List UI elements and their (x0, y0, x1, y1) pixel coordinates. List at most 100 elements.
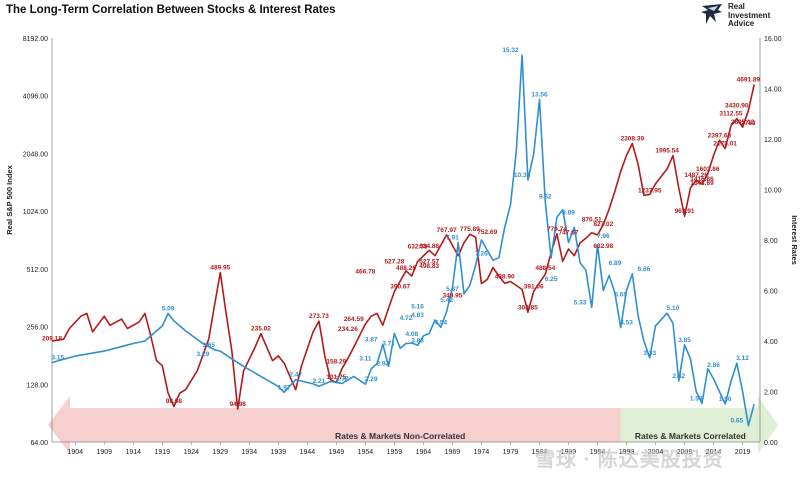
x-tick-label: 2014 (706, 449, 722, 456)
sp500-data-label: 131.75 (326, 374, 346, 381)
y-left-tick-label: 256.00 (27, 325, 49, 332)
sp500-data-label: 779.74 (547, 226, 567, 233)
sp500-data-label: 1416.86 (690, 176, 714, 183)
sp500-data-label: 632.98 (593, 243, 613, 250)
x-tick-label: 1909 (96, 449, 112, 456)
y-left-tick-label: 4096.00 (23, 94, 48, 101)
y-right-tick-label: 16.00 (764, 36, 782, 43)
sp500-data-label: 775.89 (460, 226, 480, 233)
x-tick-label: 2004 (648, 449, 664, 456)
sp500-data-label: 752.69 (477, 229, 497, 236)
rates-data-label: 2.86 (707, 362, 720, 369)
x-tick-label: 1949 (329, 449, 345, 456)
x-tick-label: 1999 (619, 449, 635, 456)
rates-data-label: 2.42 (672, 373, 685, 380)
sp500-data-label: 349.95 (442, 293, 462, 300)
sp500-data-label: 1348.69 (690, 180, 714, 187)
x-tick-label: 1994 (590, 449, 606, 456)
x-tick-label: 1959 (387, 449, 403, 456)
sp500-data-label: 391.06 (524, 283, 544, 290)
sp500-data-label: 235.02 (251, 326, 271, 333)
rates-data-label: 9.52 (539, 194, 552, 201)
sp500-series-line (51, 84, 755, 410)
watermark-text: 雪球 · 陈达美股投资 (535, 449, 724, 471)
rates-series-line (51, 54, 755, 427)
sp500-data-label: 4691.89 (737, 76, 761, 83)
y-right-axis-title: Interest Rates (790, 215, 799, 265)
sp500-data-label: 489.95 (210, 265, 230, 272)
rates-data-label: 3.12 (736, 355, 749, 362)
y-right-tick-label: 12.00 (764, 137, 782, 144)
sp500-data-label: 488.54 (535, 265, 555, 272)
y-right-tick-label: 4.00 (764, 339, 778, 346)
rates-data-label: 3.11 (359, 355, 372, 362)
rates-data-label: 3.33 (643, 350, 656, 357)
sp500-data-label: 1487.26 (684, 172, 708, 179)
sp500-data-label: 747.67 (559, 229, 579, 236)
rates-data-label: 5.10 (667, 305, 680, 312)
sp500-data-label: 209.18 (42, 335, 62, 342)
region-label: Rates & Markets Non-Correlated (335, 431, 465, 441)
x-tick-label: 1939 (271, 449, 287, 456)
x-tick-label: 2009 (677, 449, 693, 456)
x-tick-label: 1904 (67, 449, 83, 456)
y-right-tick-label: 10.00 (764, 188, 782, 195)
rates-data-label: 4.72 (400, 315, 413, 322)
sp500-data-label: 264.59 (344, 316, 364, 323)
sp500-data-label: 273.73 (309, 313, 329, 320)
region-band-non-correlated (48, 396, 621, 454)
chart-title: The Long-Term Correlation Between Stocks… (6, 4, 336, 16)
rates-data-label: 4.53 (620, 320, 633, 327)
rates-data-label: 5.87 (446, 286, 459, 293)
sp500-data-label: 870.51 (582, 217, 602, 224)
rates-data-label: 3.29 (197, 351, 210, 358)
rates-data-label: 15.32 (502, 47, 519, 54)
rates-data-label: 6.25 (545, 276, 558, 283)
sp500-data-label: 2175.01 (713, 140, 737, 147)
sp500-data-label: 3112.55 (719, 111, 743, 118)
x-tick-label: 1974 (474, 449, 490, 456)
x-tick-label: 1944 (300, 449, 316, 456)
rates-data-label: 3.65 (202, 342, 215, 349)
rates-data-label: 6.89 (609, 260, 622, 267)
x-tick-label: 1964 (416, 449, 432, 456)
rates-data-label: 7.26 (475, 251, 488, 258)
sp500-data-label: 94.98 (230, 401, 247, 408)
rates-data-label: 8.89 (562, 210, 575, 217)
sp500-data-label: 234.26 (338, 326, 358, 333)
region-label: Rates & Markets Correlated (635, 431, 746, 441)
y-right-tick-label: 6.00 (764, 289, 778, 296)
y-left-tick-label: 512.00 (27, 267, 49, 274)
rates-data-label: 7.91 (446, 234, 459, 241)
y-right-tick-label: 2.00 (764, 390, 778, 397)
sp500-data-label: 1237.95 (638, 187, 662, 194)
region-band-correlated (620, 396, 778, 454)
sp500-data-label: 466.78 (355, 269, 375, 276)
x-tick-label: 1919 (154, 449, 170, 456)
rates-data-label: 3.83 (411, 337, 424, 344)
sp500-data-label: 390.67 (390, 283, 410, 290)
rates-data-label: 1.97 (278, 384, 291, 391)
eagle-logo-icon (701, 4, 722, 24)
sp500-data-label: 527.28 (384, 258, 404, 265)
sp500-data-label: 527.57 (419, 258, 439, 265)
sp500-data-label: 2308.39 (621, 135, 645, 142)
sp500-data-label: 2783 (741, 120, 756, 127)
x-tick-label: 1954 (358, 449, 374, 456)
y-left-tick-label: 8192.00 (23, 36, 48, 43)
y-left-tick-label: 1024.00 (23, 209, 48, 216)
x-tick-label: 1984 (532, 449, 548, 456)
x-tick-label: 1989 (561, 449, 577, 456)
x-tick-label: 1969 (445, 449, 461, 456)
rates-data-label: 4.08 (405, 331, 418, 338)
x-tick-label: 1934 (242, 449, 258, 456)
rates-data-label: 7.96 (597, 233, 610, 240)
sp500-data-label: 1995.54 (655, 148, 679, 155)
rates-data-label: 2.47 (289, 372, 302, 379)
rates-data-label: 4.83 (411, 312, 424, 319)
rates-data-label: 1.50 (719, 396, 732, 403)
sp500-data-label: 2805.12 (731, 119, 755, 126)
sp500-data-label: 827.02 (593, 221, 613, 228)
y-left-tick-label: 64.00 (30, 440, 48, 447)
